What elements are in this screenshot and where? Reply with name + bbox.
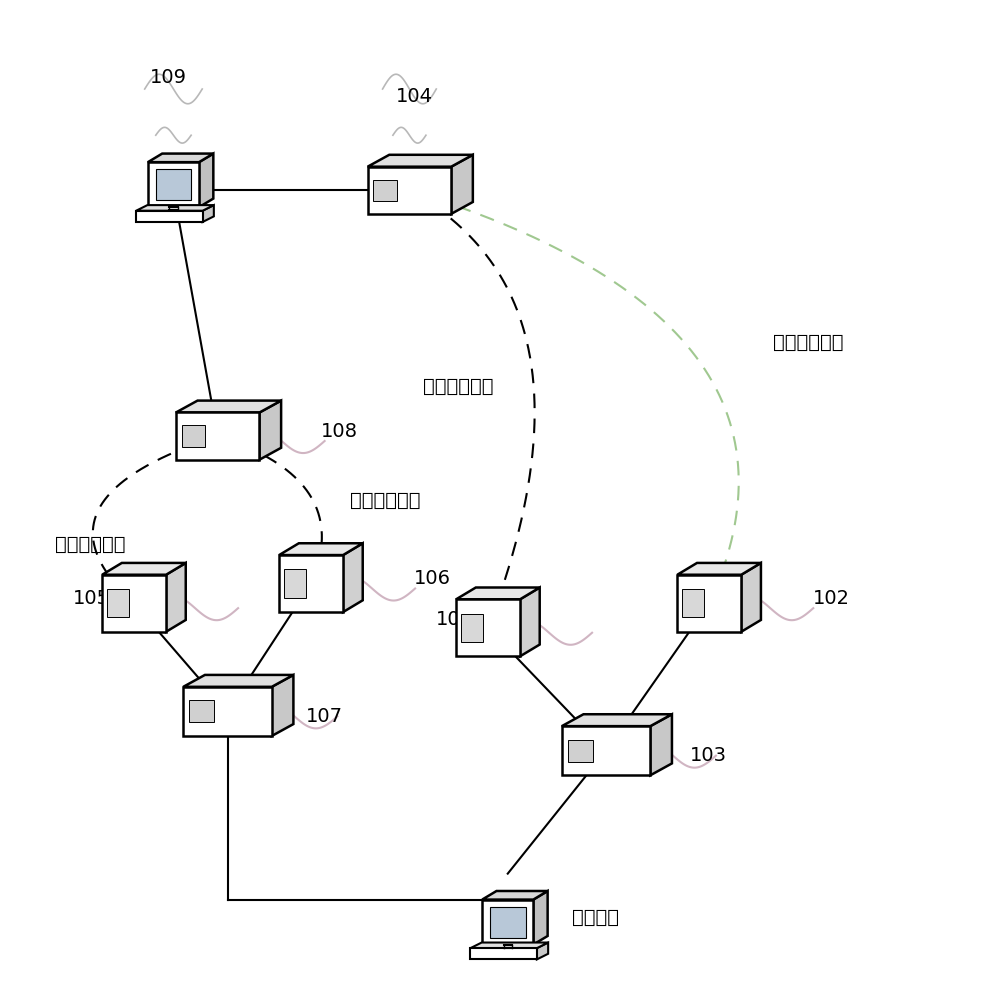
Text: 109: 109 — [150, 68, 187, 87]
Polygon shape — [490, 907, 526, 938]
Polygon shape — [103, 575, 166, 632]
Polygon shape — [148, 154, 213, 162]
Polygon shape — [259, 401, 281, 460]
Text: 车载设备: 车载设备 — [572, 908, 618, 927]
Polygon shape — [470, 943, 548, 948]
Polygon shape — [199, 154, 213, 207]
Polygon shape — [460, 614, 483, 642]
Polygon shape — [568, 740, 593, 762]
Text: 103: 103 — [689, 746, 727, 765]
Polygon shape — [183, 675, 294, 687]
Polygon shape — [470, 948, 537, 959]
Polygon shape — [677, 575, 741, 632]
Polygon shape — [677, 563, 761, 575]
Polygon shape — [562, 714, 671, 726]
Polygon shape — [537, 943, 548, 959]
Text: 第一备用隧道: 第一备用隧道 — [773, 333, 844, 352]
Text: 第二主用隧道: 第二主用隧道 — [54, 535, 125, 554]
Polygon shape — [562, 726, 651, 775]
Polygon shape — [533, 891, 547, 945]
Polygon shape — [374, 180, 397, 201]
Polygon shape — [651, 714, 671, 775]
Polygon shape — [741, 563, 761, 632]
Polygon shape — [520, 588, 539, 656]
Text: 105: 105 — [72, 589, 109, 608]
Polygon shape — [136, 205, 214, 211]
Polygon shape — [103, 563, 185, 575]
Polygon shape — [482, 891, 547, 900]
Polygon shape — [343, 543, 363, 612]
Polygon shape — [148, 162, 199, 207]
Polygon shape — [176, 412, 259, 460]
Text: 107: 107 — [307, 707, 343, 726]
Text: 第二备用隧道: 第二备用隧道 — [350, 490, 421, 510]
Text: 108: 108 — [320, 422, 358, 441]
Polygon shape — [136, 211, 202, 222]
Text: 第一主用隧道: 第一主用隧道 — [423, 377, 494, 396]
Polygon shape — [183, 687, 272, 736]
Polygon shape — [457, 599, 520, 656]
Polygon shape — [156, 169, 191, 200]
Polygon shape — [279, 555, 343, 612]
Polygon shape — [189, 700, 214, 722]
Polygon shape — [368, 155, 473, 167]
Polygon shape — [482, 900, 533, 945]
Polygon shape — [176, 401, 281, 412]
Text: 101: 101 — [437, 610, 473, 629]
Polygon shape — [279, 543, 363, 555]
Text: 106: 106 — [414, 569, 452, 588]
Text: 104: 104 — [395, 87, 433, 106]
Text: 102: 102 — [812, 589, 850, 608]
Polygon shape — [181, 425, 205, 447]
Polygon shape — [106, 589, 129, 617]
Polygon shape — [682, 589, 704, 617]
Polygon shape — [166, 563, 185, 632]
Polygon shape — [457, 588, 539, 599]
Polygon shape — [202, 205, 214, 222]
Polygon shape — [452, 155, 473, 214]
Polygon shape — [368, 167, 452, 214]
Polygon shape — [284, 569, 306, 598]
Polygon shape — [272, 675, 294, 736]
